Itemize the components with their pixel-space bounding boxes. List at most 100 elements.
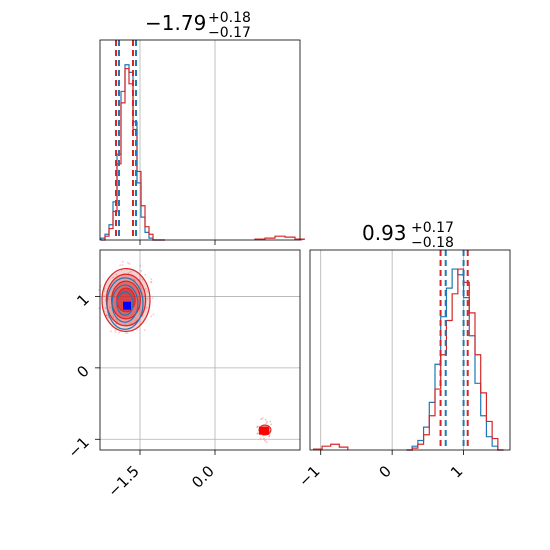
scatter-point <box>261 417 264 420</box>
scatter-point <box>260 418 263 421</box>
hist-param2-red-tail <box>312 443 349 450</box>
hist-param2-xtick-label: −1 <box>295 462 323 490</box>
scatter-point <box>257 432 259 434</box>
scatter-point <box>106 314 109 317</box>
scatter-point <box>146 297 149 300</box>
contour-ytick-label: 1 <box>73 291 92 310</box>
scatter-point <box>115 318 118 321</box>
scatter-point <box>104 307 107 309</box>
scatter-point <box>262 434 264 437</box>
scatter-point <box>105 314 108 317</box>
scatter-point <box>115 273 118 276</box>
scatter-point <box>265 425 267 428</box>
contour-blue-level-3 <box>116 291 134 316</box>
scatter-point <box>126 332 129 335</box>
scatter-point <box>151 297 154 300</box>
scatter-point <box>143 329 146 332</box>
scatter-point <box>103 290 106 292</box>
scatter-point <box>114 331 117 333</box>
scatter-point <box>114 329 117 332</box>
scatter-point <box>265 441 268 444</box>
scatter-point <box>145 306 148 309</box>
scatter-point <box>144 273 147 276</box>
scatter-point <box>129 270 132 273</box>
scatter-point <box>268 434 271 437</box>
scatter-point <box>107 298 110 301</box>
contour-grid <box>95 250 300 455</box>
scatter-point <box>150 280 153 283</box>
hist-param2-data <box>312 250 504 451</box>
scatter-point <box>103 295 105 297</box>
hist-param2-xtick-label: 1 <box>447 462 466 481</box>
scatter-point <box>129 322 132 325</box>
scatter-point <box>107 316 110 319</box>
contour-panel: −1.5 0.0 −1 0 1 <box>64 249 301 501</box>
hist-param1-frame <box>99 39 301 241</box>
hist-param2-blue-step <box>406 268 504 451</box>
scatter-point <box>146 290 149 293</box>
contour-ytick-labels: −1 0 1 <box>64 291 92 462</box>
hist-param2-red-step <box>406 268 504 451</box>
blue-marker <box>123 301 131 310</box>
scatter-point <box>150 278 153 281</box>
scatter-point <box>109 330 112 333</box>
scatter-point <box>98 307 100 310</box>
hist-param1-title-value: −1.79 <box>145 11 206 35</box>
scatter-point <box>270 423 273 426</box>
hist-param1-title-plus: +0.18 <box>208 10 251 26</box>
hist-param2-title-value: 0.93 <box>362 221 407 245</box>
scatter-point <box>268 435 271 438</box>
scatter-point <box>112 276 115 279</box>
hist-param2-xtick-label: 0 <box>375 462 394 481</box>
scatter-point <box>128 263 131 265</box>
hist-param1-data <box>100 40 306 241</box>
hist-param2-title-plus: +0.17 <box>411 220 454 236</box>
scatter-point <box>264 419 267 421</box>
hist-param2-grid <box>320 250 464 455</box>
scatter-point <box>266 420 269 423</box>
scatter-point <box>127 272 130 274</box>
contour-xtick-labels: −1.5 0.0 <box>104 462 217 500</box>
scatter-point <box>256 432 259 435</box>
scatter-point <box>124 323 127 326</box>
scatter-point <box>150 281 152 284</box>
hist-param1-panel: −1.79 +0.18 −0.17 <box>99 10 306 245</box>
scatter-point <box>269 420 272 423</box>
scatter-point <box>265 422 268 425</box>
scatter-point <box>152 313 155 316</box>
hist-param1-title-minus: −0.17 <box>208 25 251 41</box>
red-marker <box>259 426 269 435</box>
scatter-point <box>141 278 144 281</box>
scatter-point <box>259 437 262 440</box>
scatter-point <box>118 331 120 334</box>
scatter-point <box>150 315 153 318</box>
scatter-point <box>112 315 115 318</box>
scatter-point <box>97 289 100 291</box>
scatter-point <box>263 437 265 440</box>
hist-param2-panel: 0.93 +0.17 −0.18 −1 0 1 <box>295 220 511 490</box>
scatter-point <box>119 264 122 267</box>
scatter-point <box>144 288 147 290</box>
scatter-point <box>256 425 259 428</box>
scatter-point <box>124 332 127 334</box>
hist-param2-frame <box>309 249 511 451</box>
scatter-point <box>140 270 143 272</box>
contour-frame <box>99 249 301 451</box>
contour-blue-level-1 <box>106 277 144 330</box>
contour-xtick-label: 0.0 <box>188 462 218 492</box>
scatter-point <box>264 439 266 442</box>
contour-blue-level-2 <box>111 284 139 323</box>
contour-data <box>97 260 273 444</box>
hist-param1-grid <box>139 40 216 245</box>
hist-param1-red-tail <box>254 235 306 241</box>
hist-param2-title-minus: −0.18 <box>411 235 454 251</box>
scatter-point <box>121 264 124 266</box>
scatter-point <box>127 261 129 264</box>
hist-param1-red-step <box>101 67 165 241</box>
scatter-point <box>122 260 124 263</box>
scatter-point <box>108 306 111 309</box>
contour-xtick-label: −1.5 <box>104 462 142 500</box>
hist-param2-xtick-labels: −1 0 1 <box>295 462 466 490</box>
scatter-point <box>256 426 259 429</box>
